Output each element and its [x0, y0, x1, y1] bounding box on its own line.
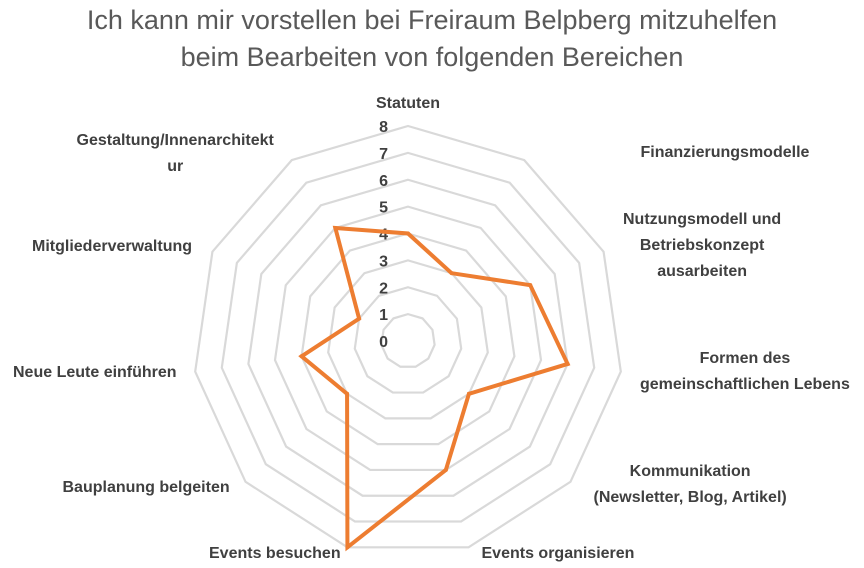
category-label-line: Bauplanung belgeiten [62, 479, 230, 496]
gridline-ring-5 [273, 205, 543, 472]
tick-label-8: 8 [379, 119, 388, 136]
category-label-line: Events organisieren [481, 545, 635, 562]
category-label-9: Mitgliederverwaltung [32, 234, 192, 260]
category-label-3: Formen des gemeinschaftlichen Lebens [640, 346, 850, 398]
category-label-line: (Newsletter, Blog, Artikel) [593, 489, 787, 506]
category-label-line: ausarbeiten [657, 263, 747, 280]
gridline-ring-1 [380, 312, 436, 368]
chart-title-line-1: Ich kann mir vorstellen bei Freiraum Bel… [86, 5, 778, 35]
category-label-2: Nutzungsmodell und Betriebskonzept ausarbe… [623, 207, 781, 285]
category-label-5: Events organisieren [482, 541, 635, 567]
data-point-3 [565, 361, 570, 366]
data-point-9 [357, 316, 362, 321]
category-label-line: ur [167, 158, 184, 175]
data-point-1 [449, 271, 454, 276]
gridline-ring-3 [327, 259, 489, 420]
gridline-ring-7 [220, 151, 596, 523]
category-label-6: Events besuchen [209, 541, 341, 567]
tick-label-0: 0 [379, 334, 388, 351]
chart-title: Ich kann mir vorstellen bei Freiraum Bel… [0, 2, 864, 76]
category-label-10: Gestaltung/Innenarchitekt ur [77, 128, 274, 180]
tick-label-5: 5 [379, 200, 388, 217]
category-label-line: Kommunikation [629, 463, 751, 480]
category-label-line: Nutzungsmodell und [623, 211, 782, 228]
category-label-line: Events besuchen [209, 545, 341, 562]
category-label-7: Bauplanung belgeiten [63, 475, 230, 501]
tick-label-7: 7 [379, 146, 388, 163]
category-label-line: Finanzierungsmodelle [640, 144, 810, 161]
data-point-10 [333, 225, 338, 230]
chart-title-line-2: beim Bearbeiten von folgenden Bereichen [180, 42, 684, 72]
gridline-ring-4 [300, 232, 516, 446]
gridline-ring-6 [247, 178, 569, 497]
category-label-line: Gestaltung/Innenarchitekt [76, 132, 274, 149]
category-label-line: Mitgliederverwaltung [32, 238, 193, 255]
data-point-7 [345, 391, 350, 396]
tick-label-3: 3 [379, 253, 388, 270]
data-point-4 [466, 391, 471, 396]
category-label-line: Formen des [699, 350, 791, 367]
tick-label-2: 2 [379, 280, 388, 297]
data-point-0 [406, 231, 410, 236]
category-label-line: Statuten [376, 95, 440, 112]
category-label-4: Kommunikation (Newsletter, Blog, Artikel) [594, 459, 787, 511]
tick-label-1: 1 [379, 307, 388, 324]
tick-label-6: 6 [379, 173, 388, 190]
tick-label-4: 4 [379, 227, 388, 244]
category-label-line: Neue Leute einführen [13, 364, 177, 381]
category-label-line: Betriebskonzept [639, 237, 765, 254]
data-point-5 [443, 467, 448, 472]
data-point-6 [345, 545, 350, 550]
category-label-0: Statuten [376, 91, 440, 117]
gridline-ring-8 [194, 124, 622, 549]
data-point-8 [299, 354, 304, 359]
data-series-line [298, 225, 571, 552]
category-label-line: gemeinschaftlichen Lebens [640, 376, 850, 393]
category-label-8: Neue Leute einführen [13, 360, 177, 386]
gridline-ring-2 [353, 286, 463, 394]
data-point-2 [528, 283, 533, 288]
category-label-1: Finanzierungsmodelle [641, 140, 810, 166]
